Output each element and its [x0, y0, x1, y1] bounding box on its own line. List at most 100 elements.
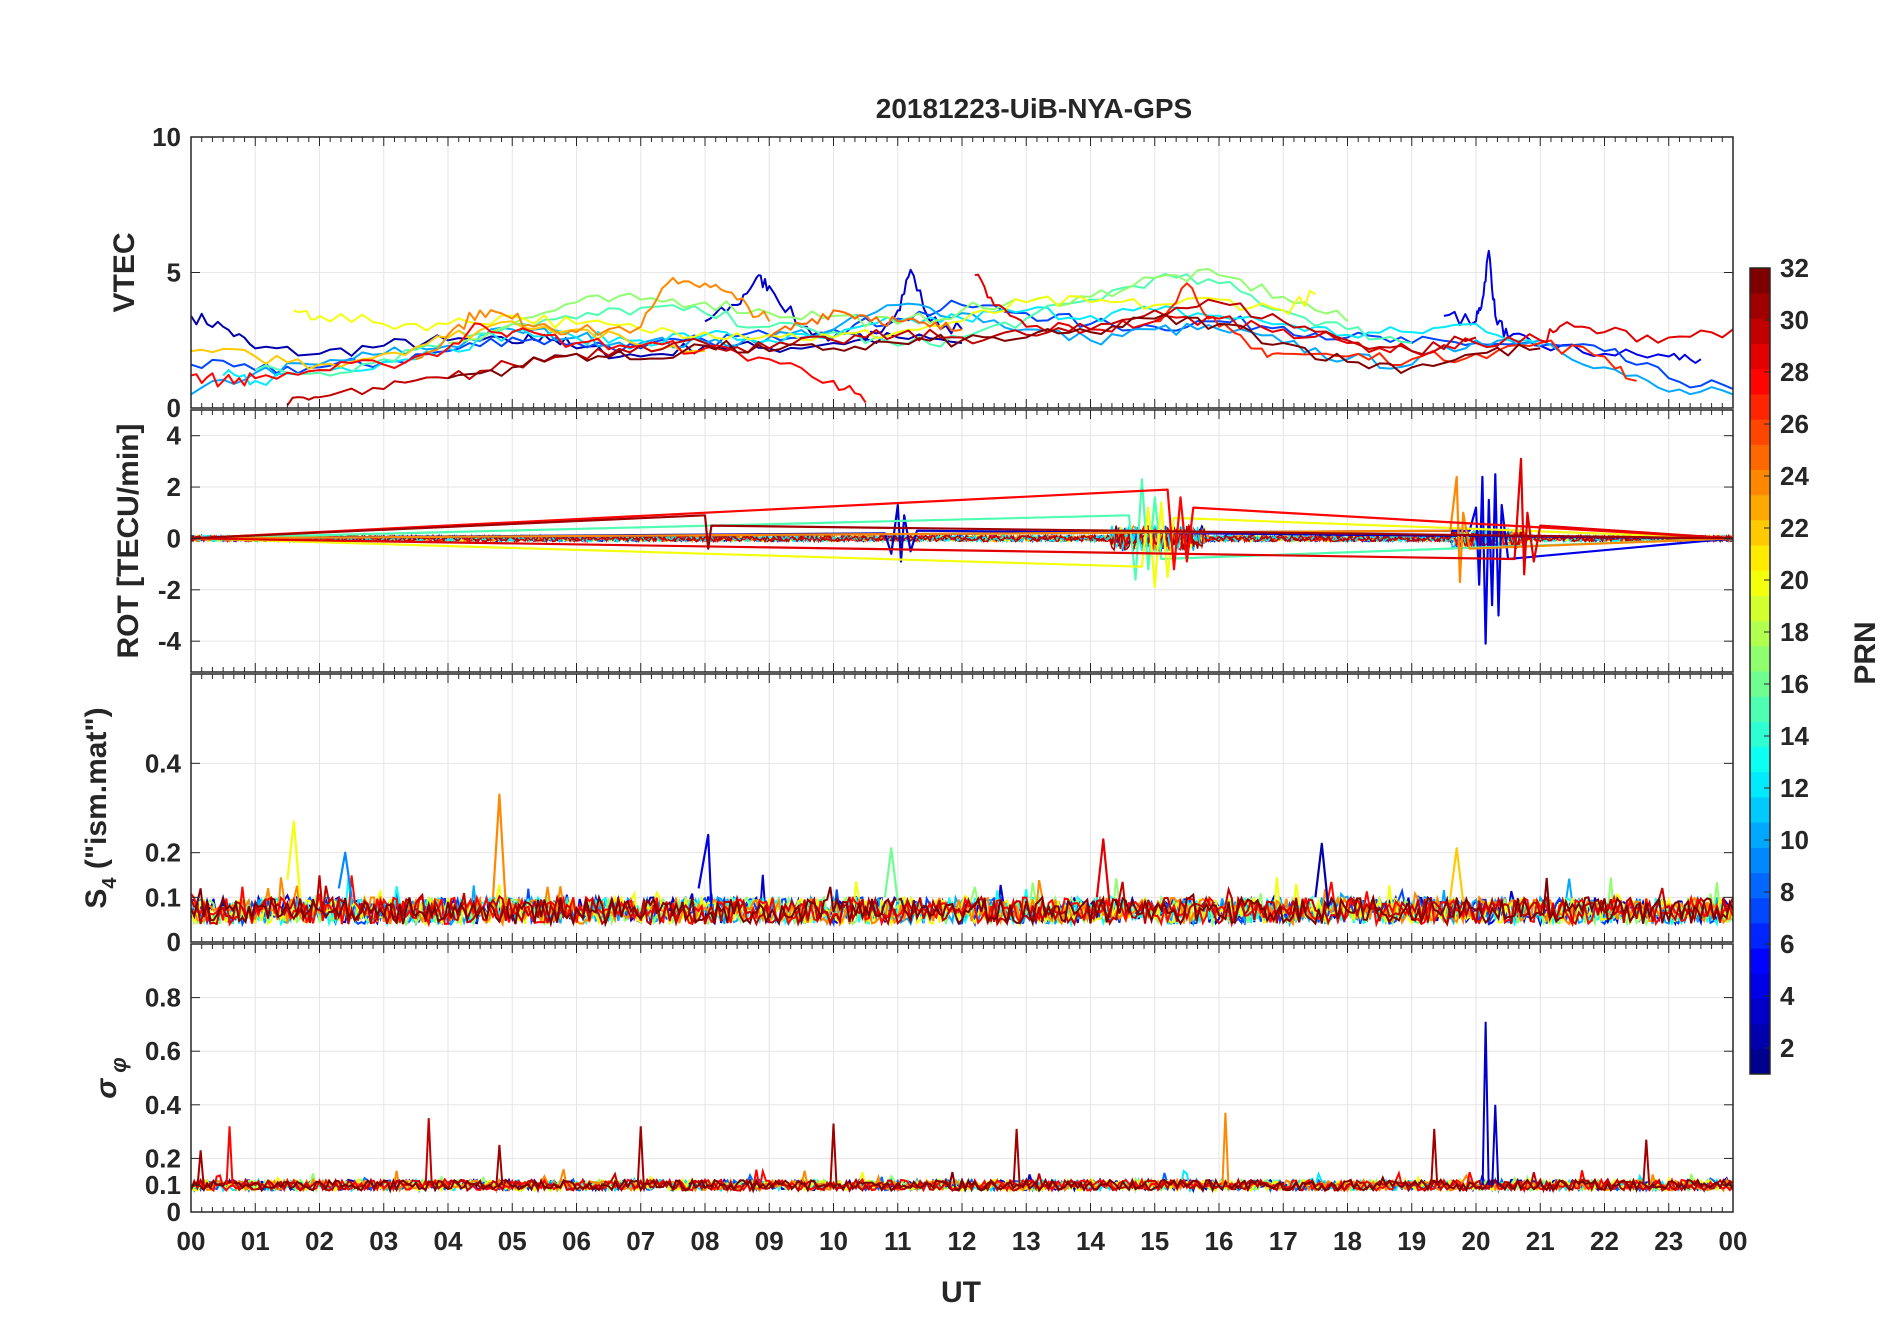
colorbar-segment — [1750, 268, 1770, 294]
series-prn-22 — [191, 320, 706, 370]
colorbar-segment — [1750, 897, 1770, 924]
series-prn-9 — [337, 851, 353, 898]
colorbar-segment — [1750, 746, 1770, 773]
chart-title: 20181223-UiB-NYA-GPS — [876, 93, 1192, 124]
colorbar-segment — [1750, 922, 1770, 949]
colorbar-tick-label: 6 — [1780, 929, 1794, 959]
y-tick-label: 2 — [167, 472, 181, 502]
x-tick-label: 12 — [948, 1226, 977, 1256]
series-group — [191, 1021, 1733, 1194]
series-prn-28 — [191, 322, 867, 404]
series-prn-17 — [447, 267, 1349, 344]
y-tick-label: 4 — [167, 421, 182, 451]
x-tick-label: 15 — [1140, 1226, 1169, 1256]
colorbar-segment — [1750, 419, 1770, 445]
x-tick-label: 00 — [177, 1226, 206, 1256]
y-tick-label: -4 — [158, 626, 182, 656]
series-prn-22 — [1449, 847, 1465, 902]
sigma-spike-prn-24 — [1221, 1112, 1230, 1186]
x-tick-label: 08 — [691, 1226, 720, 1256]
y-tick-label: 0.4 — [145, 1090, 182, 1120]
x-tick-label: 05 — [498, 1226, 527, 1256]
x-tick-label: 01 — [241, 1226, 270, 1256]
colorbar-tick-label: 2 — [1780, 1033, 1794, 1063]
colorbar-tick-label: 30 — [1780, 305, 1809, 335]
series-prn-4 — [191, 473, 1733, 645]
colorbar-tick-label: 32 — [1780, 253, 1809, 283]
y-axis-label: VTEC — [108, 232, 141, 312]
colorbar-segment — [1750, 368, 1770, 395]
colorbar-segment — [1750, 444, 1770, 470]
y-axis-label: S4 ("ism.mat") — [80, 707, 121, 908]
colorbar-tick-label: 26 — [1780, 409, 1809, 439]
x-tick-label: 18 — [1333, 1226, 1362, 1256]
series-prn-24 — [415, 276, 771, 361]
series-prn-4 — [1443, 249, 1702, 364]
series-prn-16 — [883, 847, 899, 902]
y-axis-label: ROT [TECU/min] — [112, 424, 145, 659]
colorbar-tick-label: 16 — [1780, 669, 1809, 699]
sigma-spike-prn-31 — [495, 1144, 504, 1186]
y-tick-label: 0.1 — [145, 1170, 181, 1200]
colorbar-segment — [1750, 519, 1770, 546]
series-group — [191, 457, 1733, 645]
colorbar-segment — [1750, 1023, 1770, 1050]
series-prn-15 — [191, 478, 1733, 581]
colorbar-tick-label: 10 — [1780, 825, 1809, 855]
y-tick-label: 0 — [167, 1197, 181, 1227]
y-tick-label: 10 — [152, 122, 181, 152]
colorbar-segment — [1750, 645, 1770, 672]
colorbar-segment — [1750, 948, 1770, 974]
colorbar-tick-label: 28 — [1780, 357, 1809, 387]
panel-2: -4 -2 0 2 4 ROT [TECU/min] — [112, 409, 1734, 673]
sigma-baseline-prn-32 — [191, 1171, 1733, 1194]
colorbar-segment — [1750, 293, 1770, 319]
y-tick-label: 0 — [167, 393, 181, 423]
colorbar-segment — [1750, 494, 1770, 521]
colorbar-segment — [1750, 973, 1770, 999]
series-prn-29 — [191, 457, 1733, 576]
sigma-spike-prn-3 — [1491, 1104, 1500, 1186]
x-tick-label: 19 — [1397, 1226, 1426, 1256]
colorbar-tick-label: 22 — [1780, 513, 1809, 543]
x-tick-label: 21 — [1526, 1226, 1555, 1256]
x-tick-label: 04 — [434, 1226, 463, 1256]
sigma-spike-prn-31 — [1642, 1139, 1651, 1186]
colorbar-segment — [1750, 721, 1770, 748]
x-tick-label: 23 — [1654, 1226, 1683, 1256]
sigma-spike-prn-3 — [1481, 1021, 1490, 1186]
colorbar-segment — [1750, 796, 1770, 823]
colorbar-segment — [1750, 822, 1770, 848]
x-axis-label: UT — [941, 1276, 981, 1309]
panel-3: 0 0.1 0.2 0.4 S4 ("ism.mat") — [80, 673, 1734, 957]
colorbar-segment — [1750, 545, 1770, 571]
colorbar-segment — [1750, 696, 1770, 722]
series-prn-30 — [286, 298, 1477, 406]
colorbar-segment — [1750, 620, 1770, 647]
colorbar-box — [1749, 267, 1771, 1075]
series-prn-2 — [1314, 842, 1330, 907]
x-tick-label: 14 — [1076, 1226, 1105, 1256]
y-axis-label: σφ — [90, 1057, 131, 1098]
x-tick-label: 06 — [562, 1226, 591, 1256]
y-tick-label: 0.4 — [145, 748, 182, 778]
colorbar-tick-label: 12 — [1780, 773, 1809, 803]
colorbar-segment — [1750, 771, 1770, 798]
panel-1: 0 5 10 VTEC — [108, 122, 1734, 423]
sigma-spike-prn-31 — [636, 1126, 645, 1186]
series-prn-20 — [293, 289, 1316, 342]
colorbar-segment — [1750, 847, 1770, 873]
sigma-spike-prn-31 — [829, 1123, 838, 1186]
y-tick-label: 0.8 — [145, 983, 181, 1013]
x-tick-label: 16 — [1205, 1226, 1234, 1256]
series-prn-4 — [697, 833, 713, 907]
y-tick-label: 5 — [167, 258, 181, 288]
colorbar-segment — [1750, 469, 1770, 496]
x-tick-label: 00 — [1719, 1226, 1748, 1256]
colorbar-segment — [1750, 671, 1770, 697]
series-prn-24 — [491, 793, 507, 907]
series-prn-24 — [191, 475, 1733, 584]
series-prn-28 — [191, 488, 1733, 571]
colorbar-tick-label: 14 — [1780, 721, 1809, 751]
